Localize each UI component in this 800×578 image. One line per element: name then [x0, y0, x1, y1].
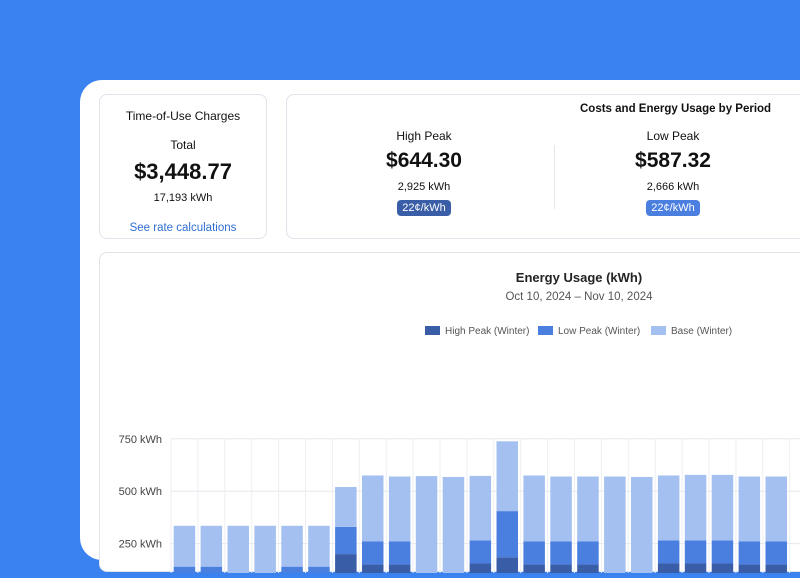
energy-usage-chart-card: Energy Usage (kWh) Oct 10, 2024 – Nov 10…	[99, 252, 800, 578]
period-amount: $644.30	[386, 149, 462, 172]
bar-segment[interactable]	[711, 563, 734, 578]
bar-segment[interactable]	[388, 564, 411, 578]
period-amount: $587.32	[635, 149, 711, 172]
legend-swatch	[538, 326, 553, 335]
total-amount: $3,448.77	[134, 159, 232, 184]
bar-segment[interactable]	[469, 540, 492, 564]
bar-segment[interactable]	[335, 526, 357, 555]
total-kwh: 17,193 kWh	[153, 192, 213, 204]
y-tick-label: 750 kWh	[119, 434, 162, 446]
bar-segment[interactable]	[362, 541, 384, 565]
bar-segment[interactable]	[523, 475, 545, 542]
bar-segment[interactable]	[415, 476, 438, 578]
bar-segment[interactable]	[684, 563, 707, 578]
energy-usage-chart: Energy Usage (kWh) Oct 10, 2024 – Nov 10…	[119, 270, 800, 578]
bar-segment[interactable]	[684, 474, 707, 541]
bar-segment[interactable]	[604, 476, 626, 578]
bar-segment[interactable]	[496, 557, 519, 578]
y-tick-label: 250 kWh	[119, 539, 162, 551]
legend-swatch	[651, 326, 666, 335]
legend-swatch	[425, 326, 440, 335]
chart-bars	[173, 441, 788, 578]
bar-segment[interactable]	[388, 541, 411, 565]
bar-segment[interactable]	[362, 475, 384, 542]
period-divider	[554, 145, 555, 209]
bar-segment[interactable]	[657, 475, 680, 541]
bar-segment[interactable]	[523, 564, 545, 578]
bar-segment[interactable]	[550, 564, 572, 578]
period-rate-badge: 22¢/kWh	[397, 200, 451, 216]
chart-legend: High Peak (Winter) Low Peak (Winter) Base …	[425, 326, 732, 337]
legend-label: Low Peak (Winter)	[558, 326, 640, 337]
bar-segment[interactable]	[335, 554, 357, 578]
chart-subtitle: Oct 10, 2024 – Nov 10, 2024	[505, 291, 653, 303]
bar-segment[interactable]	[657, 540, 680, 564]
bar-segment[interactable]	[711, 540, 734, 564]
time-of-use-card: Time-of-Use Charges Total $3,448.77 17,1…	[99, 94, 267, 239]
bar-segment[interactable]	[254, 525, 276, 578]
legend-label: High Peak (Winter)	[445, 326, 529, 337]
bar-segment[interactable]	[523, 541, 545, 565]
bar-segment[interactable]	[738, 564, 761, 578]
bar-segment[interactable]	[765, 476, 788, 542]
bar-segment[interactable]	[765, 541, 788, 565]
period-name: Low Peak	[646, 129, 700, 143]
period-low-peak: Low Peak $587.32 2,666 kWh 22¢/kWh	[573, 129, 773, 216]
bar-segment[interactable]	[550, 476, 572, 542]
legend-label: Base (Winter)	[671, 326, 732, 337]
y-tick-label: 500 kWh	[119, 486, 162, 498]
bar-segment[interactable]	[496, 441, 519, 512]
bar-segment[interactable]	[496, 511, 519, 558]
dashboard-panel: Time-of-Use Charges Total $3,448.77 17,1…	[80, 80, 800, 578]
bar-segment[interactable]	[577, 476, 599, 542]
bar-segment[interactable]	[577, 564, 599, 578]
costs-by-period-title: Costs and Energy Usage by Period	[580, 103, 772, 115]
bar-segment[interactable]	[577, 541, 599, 565]
period-high-peak: High Peak $644.30 2,925 kWh 22¢/kWh	[324, 129, 524, 216]
bar-segment[interactable]	[442, 476, 465, 578]
total-label: Total	[170, 138, 196, 152]
bar-segment[interactable]	[738, 541, 761, 565]
bar-segment[interactable]	[308, 566, 330, 578]
period-rate-badge: 22¢/kWh	[646, 200, 700, 216]
bar-segment[interactable]	[631, 476, 653, 578]
bar-segment[interactable]	[281, 525, 303, 567]
bar-segment[interactable]	[308, 525, 330, 567]
bar-segment[interactable]	[550, 541, 572, 565]
bar-segment[interactable]	[711, 474, 734, 541]
chart-title: Energy Usage (kWh)	[516, 270, 642, 285]
bar-segment[interactable]	[388, 476, 411, 542]
bar-segment[interactable]	[362, 564, 384, 578]
bar-segment[interactable]	[173, 525, 196, 567]
bar-segment[interactable]	[227, 525, 250, 578]
period-name: High Peak	[396, 129, 452, 143]
see-rate-calculations-link[interactable]: See rate calculations	[129, 222, 237, 234]
period-kwh: 2,925 kWh	[397, 181, 451, 193]
costs-by-period-card: Costs and Energy Usage by Period High Pe…	[286, 94, 800, 239]
period-kwh: 2,666 kWh	[646, 181, 700, 193]
bar-segment[interactable]	[469, 563, 492, 578]
bar-segment[interactable]	[200, 525, 223, 567]
bar-segment[interactable]	[200, 566, 223, 578]
bar-segment[interactable]	[281, 566, 303, 578]
bar-segment[interactable]	[657, 563, 680, 578]
bar-segment[interactable]	[469, 475, 492, 541]
bar-segment[interactable]	[173, 566, 196, 578]
bar-segment[interactable]	[738, 476, 761, 542]
time-of-use-title: Time-of-Use Charges	[125, 109, 241, 123]
bar-segment[interactable]	[765, 564, 788, 578]
bar-segment[interactable]	[684, 540, 707, 564]
bar-segment[interactable]	[335, 487, 357, 527]
